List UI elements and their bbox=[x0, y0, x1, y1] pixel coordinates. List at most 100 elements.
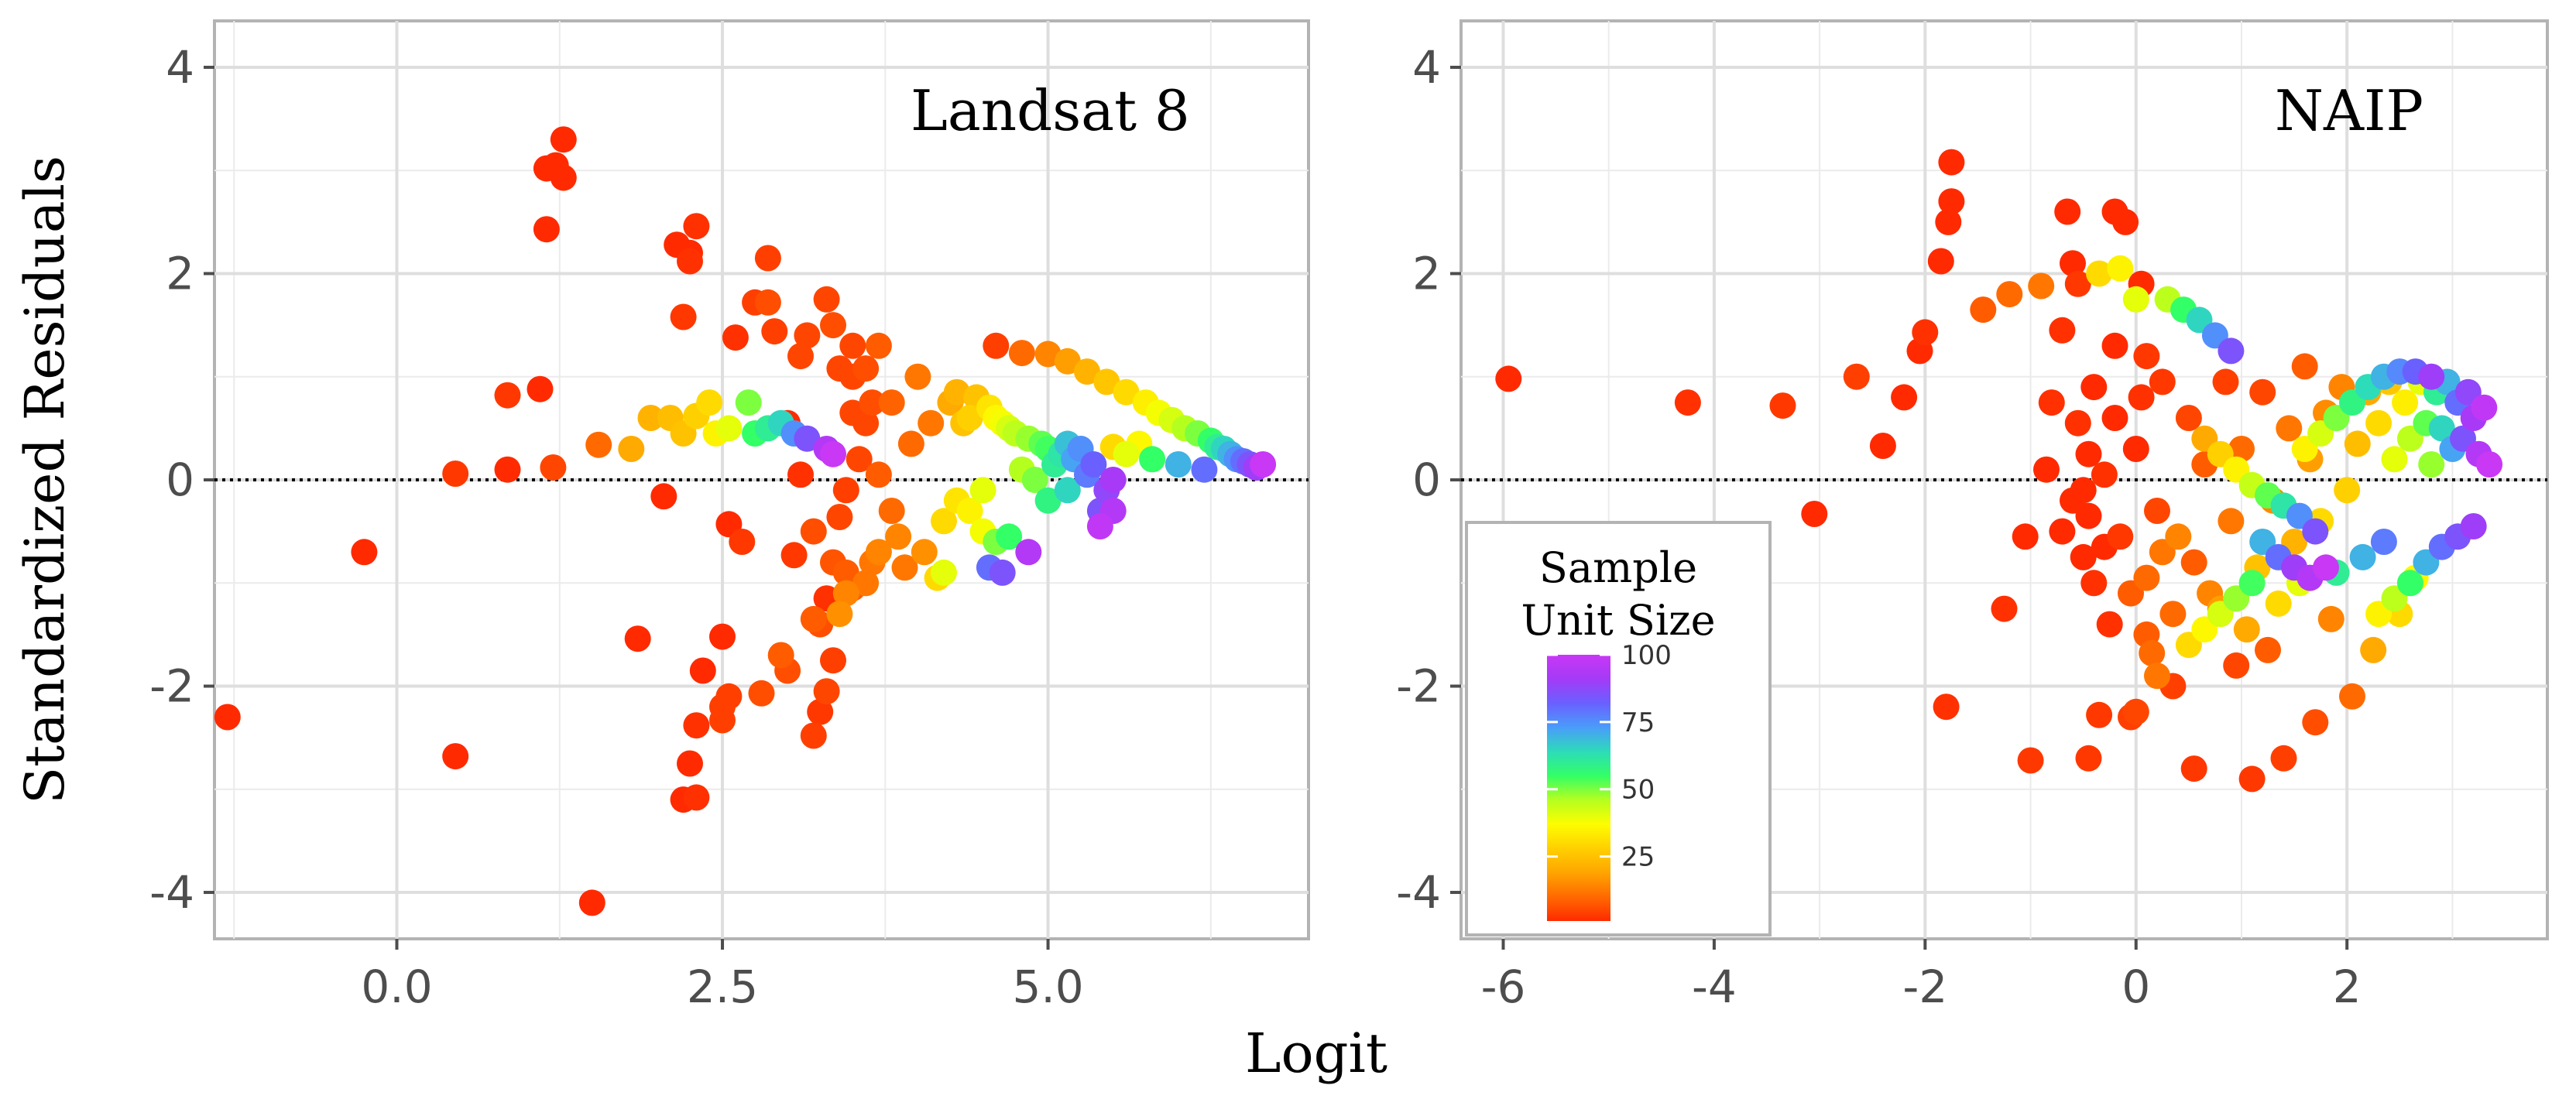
data-point bbox=[2159, 601, 2187, 628]
data-point bbox=[931, 559, 957, 586]
data-point bbox=[807, 698, 834, 725]
data-point bbox=[2091, 461, 2118, 488]
y-tick-label: -2 bbox=[1396, 660, 1441, 713]
x-tick-label: 0.0 bbox=[361, 960, 432, 1013]
data-point bbox=[578, 889, 605, 916]
data-point bbox=[722, 324, 749, 351]
data-point bbox=[2360, 636, 2387, 663]
legend-box bbox=[1465, 521, 1772, 937]
data-point bbox=[550, 164, 577, 191]
data-point bbox=[2460, 513, 2487, 539]
data-point bbox=[846, 446, 873, 473]
data-point bbox=[2075, 745, 2102, 772]
data-point bbox=[2070, 543, 2097, 570]
data-point bbox=[996, 523, 1023, 550]
data-point bbox=[494, 456, 521, 483]
data-point bbox=[1869, 433, 1896, 459]
data-point bbox=[931, 508, 957, 535]
data-point bbox=[754, 289, 781, 316]
data-point bbox=[1165, 451, 1192, 478]
data-point bbox=[550, 126, 577, 153]
data-point bbox=[2365, 409, 2392, 437]
data-point bbox=[956, 498, 983, 524]
panel-landsat8: 0.0 2.5 5.0 -4 -2 0 2 4 Landsat 8 bbox=[149, 19, 1310, 1013]
x-axis-title: Logit bbox=[1245, 1022, 1387, 1085]
data-point bbox=[2381, 446, 2408, 473]
panel-naip: -6 -4 -2 0 2 -4 -2 0 2 4 NAIP bbox=[1396, 19, 2549, 1013]
data-point bbox=[2302, 518, 2329, 545]
data-point bbox=[2101, 332, 2128, 359]
data-point bbox=[852, 355, 880, 382]
data-point bbox=[2313, 554, 2339, 581]
data-point bbox=[1093, 368, 1120, 395]
data-point bbox=[1086, 513, 1113, 539]
data-point bbox=[1495, 365, 1522, 392]
y-tick-label: 0 bbox=[166, 454, 194, 506]
data-point bbox=[852, 570, 880, 597]
data-point bbox=[442, 743, 469, 770]
data-point bbox=[677, 750, 703, 777]
x-tick-label: 0 bbox=[2122, 960, 2150, 1013]
x-tick-label: 2.5 bbox=[687, 960, 758, 1013]
data-point bbox=[865, 461, 892, 488]
data-point bbox=[820, 312, 846, 339]
data-point bbox=[1099, 467, 1127, 493]
legend-tick-label: 75 bbox=[1621, 707, 1655, 738]
data-point bbox=[761, 318, 788, 345]
color-legend: Sample Unit Size 25 50 75 100 bbox=[1465, 521, 1772, 937]
data-point bbox=[800, 722, 827, 749]
y-tick-label: -2 bbox=[149, 660, 194, 713]
legend-title-line2: Unit Size bbox=[1521, 596, 1715, 645]
data-point bbox=[1801, 501, 1828, 527]
data-point bbox=[533, 216, 560, 243]
data-point bbox=[2107, 523, 2134, 550]
data-point bbox=[911, 539, 938, 566]
data-point bbox=[969, 477, 996, 504]
data-point bbox=[1991, 595, 2018, 622]
data-point bbox=[852, 409, 880, 437]
data-point bbox=[820, 647, 846, 674]
data-point bbox=[767, 642, 794, 669]
data-point bbox=[2334, 477, 2361, 504]
data-point bbox=[729, 529, 756, 555]
data-point bbox=[2144, 498, 2170, 524]
data-point bbox=[351, 539, 378, 566]
data-point bbox=[1250, 451, 1277, 478]
data-point bbox=[780, 542, 808, 569]
data-point bbox=[787, 343, 814, 370]
legend-tick-label: 25 bbox=[1621, 842, 1655, 873]
data-point bbox=[1996, 281, 2023, 308]
y-axis-title: Standardized Residuals bbox=[13, 156, 77, 804]
data-point bbox=[2344, 430, 2371, 457]
data-point bbox=[585, 431, 612, 458]
y-tick-label: 4 bbox=[166, 41, 194, 94]
data-point bbox=[2054, 198, 2081, 225]
data-point bbox=[2133, 343, 2160, 370]
data-point bbox=[2080, 374, 2108, 401]
data-point bbox=[670, 303, 697, 330]
y-tick-label: 2 bbox=[166, 247, 194, 300]
data-point bbox=[826, 601, 853, 628]
data-point bbox=[2128, 384, 2155, 411]
data-point bbox=[1080, 451, 1107, 478]
data-point bbox=[2249, 378, 2276, 406]
x-tick-label: 5.0 bbox=[1012, 960, 1083, 1013]
data-point bbox=[885, 523, 912, 550]
data-point bbox=[2265, 590, 2292, 617]
data-point bbox=[800, 605, 827, 632]
data-point bbox=[2218, 337, 2245, 365]
data-point bbox=[878, 389, 905, 416]
data-point bbox=[2428, 415, 2455, 442]
data-point bbox=[2476, 451, 2503, 478]
data-point bbox=[2086, 260, 2113, 287]
data-point bbox=[1970, 296, 1997, 324]
y-tick-label: -4 bbox=[149, 866, 194, 919]
points-naip bbox=[1495, 149, 2503, 793]
data-point bbox=[832, 477, 859, 504]
data-point bbox=[832, 580, 859, 607]
data-point bbox=[683, 712, 710, 739]
data-point bbox=[2291, 353, 2318, 380]
y-tick-label: 0 bbox=[1412, 454, 1441, 506]
points-landsat8 bbox=[214, 126, 1277, 916]
data-point bbox=[2075, 440, 2102, 467]
